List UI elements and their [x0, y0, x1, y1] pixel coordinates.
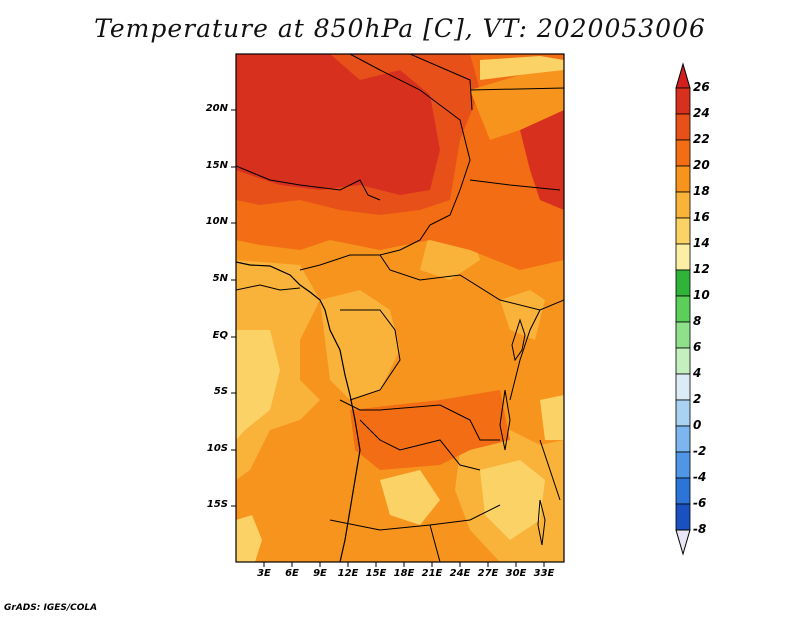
lat-label-eq: EQ [212, 330, 228, 341]
lat-label-10n: 10N [205, 216, 228, 227]
map-title: Temperature at 850hPa [C], VT: 202005300… [94, 14, 706, 43]
colorbar-swatch [675, 347, 691, 375]
colorbar-label: 6 [693, 340, 702, 354]
colorbar-label: 24 [693, 106, 710, 120]
colorbar-swatch [675, 165, 691, 193]
colorbar-swatch [675, 399, 691, 427]
lat-label-5s: 5S [213, 386, 228, 397]
lon-label-3e: 3E [257, 568, 271, 579]
lake-malawi [537, 499, 546, 546]
colorbar-swatch [675, 191, 691, 219]
colorbar-label: 0 [693, 418, 702, 432]
coastline [236, 261, 361, 562]
lat-label-15n: 15N [205, 160, 228, 171]
colorbar-label: -6 [693, 496, 707, 510]
colorbar-label: -4 [693, 470, 707, 484]
temperature-field [236, 54, 564, 562]
colorbar-swatch [675, 269, 691, 297]
colorbar-label: 18 [693, 184, 710, 198]
lon-label-33e: 33E [533, 568, 555, 579]
colorbar-top-arrow [675, 62, 691, 89]
colorbar-label: 4 [693, 366, 702, 380]
colorbar-label: 8 [693, 314, 702, 328]
colorbar-label: -2 [693, 444, 707, 458]
lon-ticks [263, 562, 545, 567]
colorbar-label: 14 [693, 236, 710, 250]
colorbar-label: 22 [693, 132, 710, 146]
lon-label-27e: 27E [477, 568, 499, 579]
colorbar-swatch [675, 451, 691, 479]
colorbar-bottom-arrow [675, 529, 691, 556]
colorbar-label: 12 [693, 262, 710, 276]
lon-label-12e: 12E [337, 568, 359, 579]
grads-credit: GrADS: IGES/COLA [4, 603, 98, 613]
lake-victoria [511, 318, 526, 362]
colorbar-swatch [675, 113, 691, 141]
colorbar-swatch [675, 295, 691, 323]
colorbar-swatch [675, 243, 691, 271]
lon-label-21e: 21E [421, 568, 443, 579]
lat-label-20n: 20N [205, 103, 228, 114]
lat-label-5n: 5N [212, 273, 228, 284]
lon-label-6e: 6E [285, 568, 299, 579]
colorbar-swatch [675, 373, 691, 401]
colorbar-swatch [675, 321, 691, 349]
colorbar-swatch [675, 425, 691, 453]
colorbar-swatch [675, 503, 691, 531]
lon-label-18e: 18E [393, 568, 415, 579]
colorbar-label: 10 [693, 288, 710, 302]
country-borders [236, 54, 564, 562]
lon-label-24e: 24E [449, 568, 471, 579]
lat-label-15s: 15S [206, 499, 228, 510]
lon-label-30e: 30E [505, 568, 527, 579]
colorbar-label: 2 [693, 392, 702, 406]
colorbar-swatch [675, 477, 691, 505]
colorbar-swatch [675, 217, 691, 245]
lat-ticks [231, 109, 236, 507]
colorbar-label: 26 [693, 80, 710, 94]
lake-tanganyika [499, 389, 511, 451]
lon-label-9e: 9E [313, 568, 327, 579]
lon-label-15e: 15E [365, 568, 387, 579]
map-frame [235, 53, 565, 563]
colorbar [675, 62, 691, 556]
colorbar-label: 20 [693, 158, 710, 172]
lat-label-10s: 10S [206, 443, 228, 454]
colorbar-label: -8 [693, 522, 707, 536]
colorbar-swatch [675, 87, 691, 115]
colorbar-swatch [675, 139, 691, 167]
colorbar-label: 16 [693, 210, 710, 224]
